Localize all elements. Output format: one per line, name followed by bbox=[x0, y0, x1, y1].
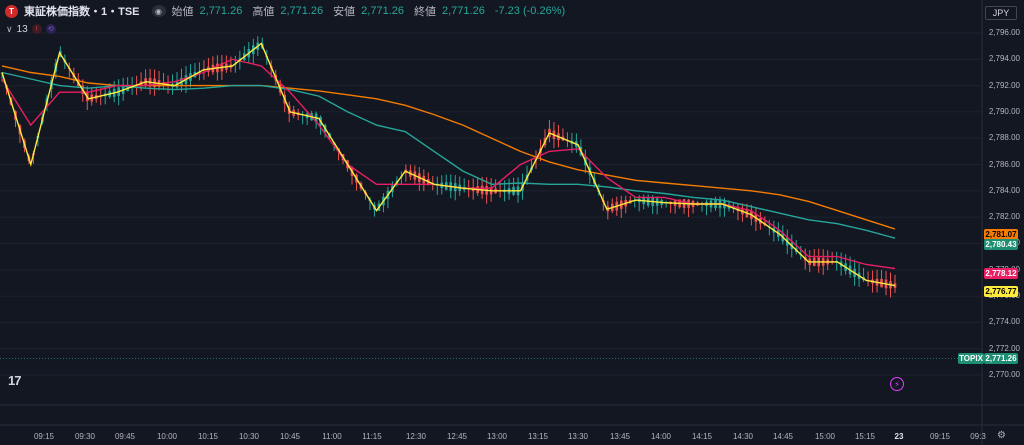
symbol-title[interactable]: 東証株価指数・1・TSE bbox=[24, 6, 140, 18]
price-tick-label: 2,786.00 bbox=[988, 159, 1020, 169]
price-tick-label: 2,796.00 bbox=[988, 28, 1020, 37]
ma-line bbox=[1, 58, 896, 270]
price-tick-label: 2,790.00 bbox=[988, 106, 1020, 116]
time-tick-label: 15:15 bbox=[854, 432, 876, 441]
ma-yellow-tag: 2,776.77 bbox=[984, 286, 1018, 297]
chevron-down-icon[interactable]: ∨ bbox=[6, 23, 13, 34]
open-label: 始値 bbox=[171, 6, 194, 18]
close-label: 終値 bbox=[414, 6, 436, 18]
close-value: 2,771.26 bbox=[442, 5, 485, 17]
price-tick-label: 2,788.00 bbox=[988, 133, 1020, 143]
time-tick-label: 14:00 bbox=[650, 432, 672, 441]
ma-pink-tag: 2,778.12 bbox=[984, 268, 1018, 279]
time-tick-label: 09:45 bbox=[114, 432, 136, 441]
time-tick-label: 23 bbox=[894, 432, 904, 441]
price-tick-label: 2,772.00 bbox=[988, 343, 1020, 353]
time-tick-label: 10:00 bbox=[156, 432, 178, 441]
lightning-icon[interactable]: ⚡ bbox=[890, 377, 904, 391]
price-tick-label: 2,782.00 bbox=[988, 212, 1020, 222]
price-tick-label: 2,792.00 bbox=[988, 80, 1020, 90]
ma-line bbox=[1, 42, 896, 287]
time-tick-label: 14:45 bbox=[772, 432, 794, 441]
time-tick-label: 10:15 bbox=[197, 432, 219, 441]
time-tick-label: 10:30 bbox=[238, 432, 260, 441]
currency-selector[interactable]: JPY bbox=[985, 6, 1017, 20]
low-label: 安値 bbox=[333, 6, 356, 18]
ma-orange-tag: 2,781.07 bbox=[984, 229, 1018, 240]
price-tick-label: 2,784.00 bbox=[988, 185, 1020, 195]
gear-icon[interactable]: ⚙ bbox=[997, 430, 1006, 441]
time-tick-label: 10:45 bbox=[279, 432, 301, 441]
ma-line bbox=[1, 65, 896, 230]
ma-green-tag: 2,780.43 bbox=[984, 239, 1018, 250]
price-tick-label: 2,794.00 bbox=[988, 54, 1020, 64]
topix-label: TOPIX bbox=[958, 353, 984, 365]
symbol-logo-icon[interactable]: T bbox=[5, 4, 18, 18]
chart-header: T 東証株価指数・1・TSE ◉ 始値 2,771.26 高値 2,771.26… bbox=[0, 0, 960, 22]
time-tick-label: 13:45 bbox=[609, 432, 631, 441]
time-tick-label: 14:30 bbox=[732, 432, 754, 441]
time-tick-label: 13:00 bbox=[486, 432, 508, 441]
time-tick-label: 12:45 bbox=[446, 432, 468, 441]
open-value: 2,771.26 bbox=[199, 5, 243, 17]
time-tick-label: 12:30 bbox=[405, 432, 427, 441]
eye-icon[interactable]: ◉ bbox=[151, 5, 166, 17]
time-tick-label: 09:15 bbox=[929, 432, 951, 441]
time-tick-label: 13:15 bbox=[527, 432, 549, 441]
change-value: -7.23 (-0.26%) bbox=[494, 5, 566, 17]
time-tick-label: 11:15 bbox=[362, 432, 382, 441]
alert-badge-icon[interactable]: ! bbox=[31, 24, 42, 34]
time-tick-label: 09:3 bbox=[970, 432, 986, 441]
price-tick-label: 2,774.00 bbox=[988, 317, 1020, 327]
time-tick-label: 15:00 bbox=[814, 432, 836, 441]
tradingview-logo-icon[interactable]: 17 bbox=[8, 373, 22, 388]
topix-price-tag: 2,771.26 bbox=[984, 353, 1018, 365]
low-value: 2,771.26 bbox=[361, 5, 404, 17]
price-tick-label: 2,770.00 bbox=[988, 370, 1020, 379]
time-tick-label: 09:30 bbox=[74, 432, 96, 441]
high-value: 2,771.26 bbox=[280, 5, 324, 17]
indicator-count[interactable]: 13 bbox=[16, 23, 28, 35]
time-tick-label: 14:15 bbox=[691, 432, 713, 441]
time-tick-label: 11:00 bbox=[322, 432, 342, 441]
ma-line bbox=[1, 71, 896, 239]
time-tick-label: 13:30 bbox=[567, 432, 589, 441]
high-label: 高値 bbox=[252, 6, 275, 18]
time-tick-label: 09:15 bbox=[33, 432, 55, 441]
sync-badge-icon[interactable]: ⟲ bbox=[45, 24, 56, 34]
indicator-row: ∨ 13 ! ⟲ bbox=[0, 22, 56, 36]
